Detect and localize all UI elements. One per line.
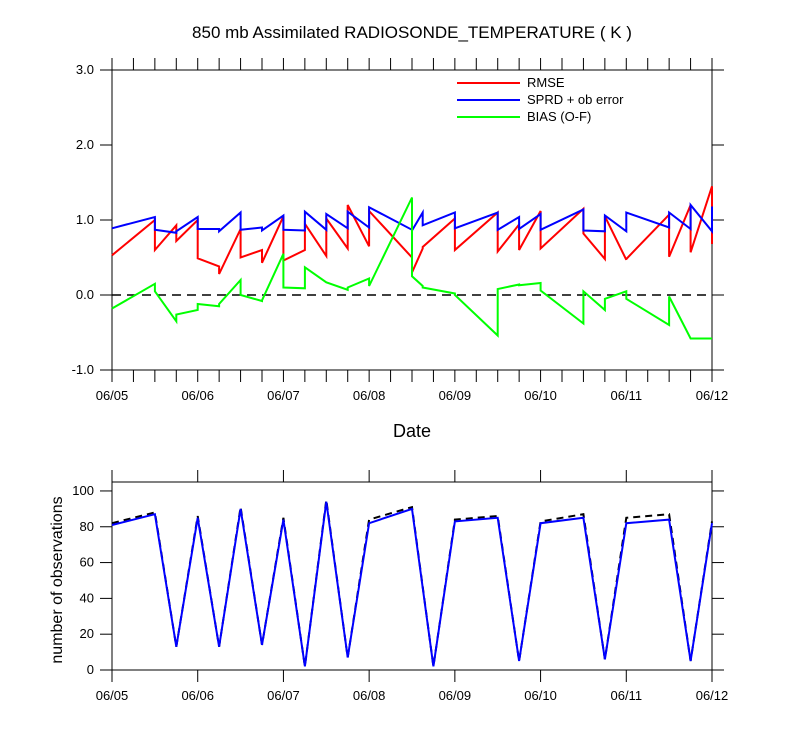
bottom-ytick-label: 40 (80, 590, 94, 605)
top-ytick-label: 3.0 (76, 62, 94, 77)
legend-label-sprd: SPRD + ob error (527, 92, 624, 107)
top-xtick-label: 06/09 (439, 388, 472, 403)
series-line-bias (111, 197, 712, 340)
top-ytick-label: -1.0 (72, 362, 94, 377)
bottom-ytick-label: 60 (80, 555, 94, 570)
chart-title: 850 mb Assimilated RADIOSONDE_TEMPERATUR… (192, 23, 632, 42)
bottom-xtick-label: 06/12 (696, 688, 729, 703)
bottom-ytick-label: 80 (80, 519, 94, 534)
bottom-xtick-label: 06/09 (439, 688, 472, 703)
y-axis-title-bottom: number of observations (49, 496, 66, 663)
top-xtick-label: 06/12 (696, 388, 729, 403)
bottom-xtick-label: 06/05 (96, 688, 129, 703)
bottom-xtick-label: 06/06 (181, 688, 214, 703)
top-xtick-label: 06/05 (96, 388, 129, 403)
legend: RMSE SPRD + ob error BIAS (O-F) (457, 75, 624, 124)
bottom-ytick-label: 0 (87, 662, 94, 677)
top-ytick-label: 0.0 (76, 287, 94, 302)
legend-label-rmse: RMSE (527, 75, 565, 90)
bottom-ytick-label: 20 (80, 626, 94, 641)
series-line-possible-obs (111, 499, 713, 667)
bottom-xtick-label: 06/11 (610, 688, 642, 703)
top-ytick-label: 2.0 (76, 137, 94, 152)
bottom-xtick-label: 06/10 (524, 688, 557, 703)
legend-label-bias: BIAS (O-F) (527, 109, 591, 124)
top-plot-area: -1.0 0.0 1.0 2.0 3.0 06/05 06/06 06/07 06/08 06/0… (72, 58, 729, 403)
series-line-used-obs (111, 501, 713, 667)
bottom-xtick-label: 06/08 (353, 688, 386, 703)
x-axis-title: Date (393, 421, 431, 441)
bottom-xtick-label: 06/07 (267, 688, 300, 703)
bottom-ytick-label: 100 (72, 483, 94, 498)
top-xtick-label: 06/07 (267, 388, 300, 403)
top-ytick-label: 1.0 (76, 212, 94, 227)
top-xtick-label: 06/10 (524, 388, 557, 403)
top-xtick-label: 06/11 (610, 388, 642, 403)
top-xtick-label: 06/08 (353, 388, 386, 403)
bottom-frame (111, 481, 713, 671)
bottom-plot-area: 0 20 40 60 80 100 06/05 06/06 06/07 06/08 06/09 06/… (72, 470, 728, 703)
top-xtick-label: 06/06 (181, 388, 214, 403)
